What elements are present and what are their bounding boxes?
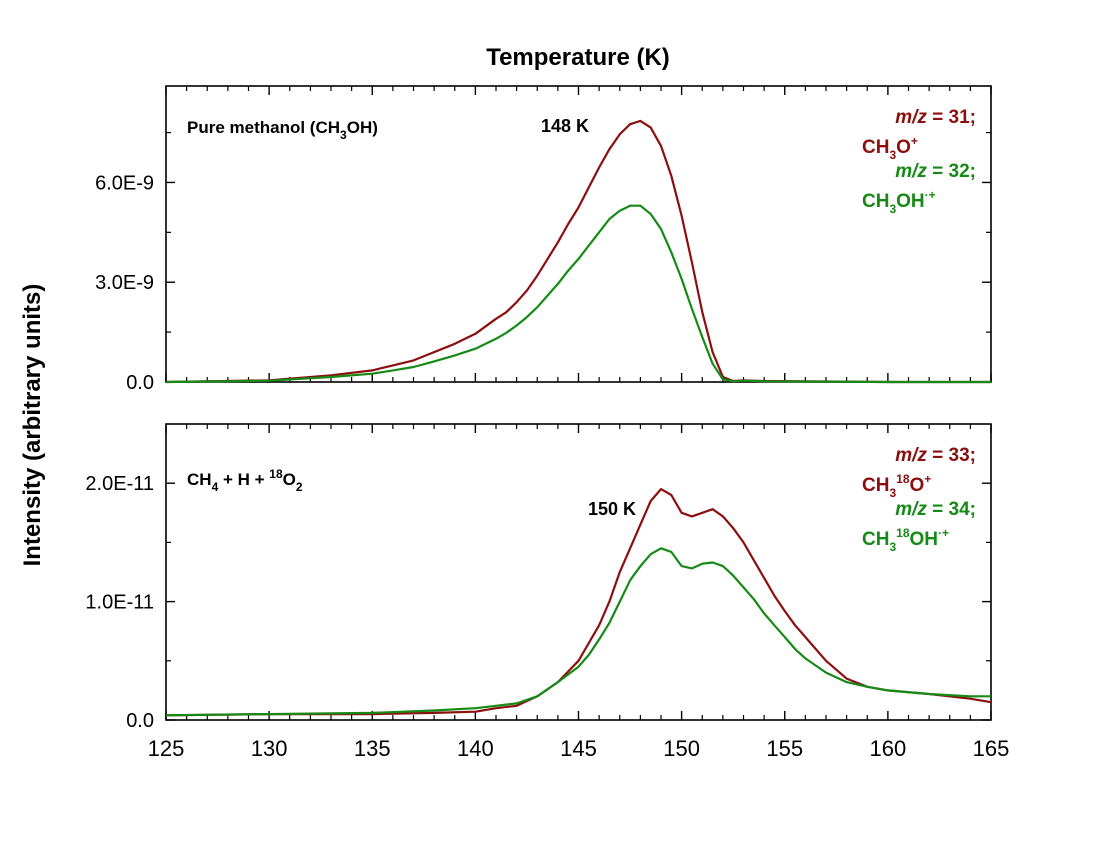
y-axis-title: Intensity (arbitrary units) (19, 284, 46, 567)
legend-ion-label: CH318O+ (862, 472, 931, 500)
series-red-line (165, 119, 991, 384)
y-tick-label: 6.0E-9 (95, 172, 154, 194)
y-tick-label: 0.0 (126, 372, 154, 394)
panel-bottom-y-tick-labels: 0.0 1.0E-11 2.0E-11 (85, 473, 154, 732)
series-green-line (165, 547, 991, 717)
x-tick-label: 150 (663, 736, 700, 761)
panel-top: 0.0 3.0E-9 6.0E-9 Pure methanol (CH3OH) 14… (95, 85, 992, 394)
x-tick-label: 140 (457, 736, 494, 761)
x-tick-label: 160 (870, 736, 907, 761)
x-tick-label: 130 (251, 736, 288, 761)
panel-bottom-frame (165, 423, 992, 721)
panel-bottom-series (165, 488, 992, 717)
legend-ion-label: CH318OH·+ (862, 526, 949, 554)
panel-top-legend: m/z = 31; CH3O+m/z = 32; CH3OH·+ (862, 107, 976, 216)
legend-mz-label: m/z = 32; (895, 161, 976, 182)
series-green-line (165, 204, 991, 384)
x-tick-label: 165 (973, 736, 1010, 761)
panel-bottom-legend: m/z = 33; CH318O+m/z = 34; CH318OH·+ (862, 445, 976, 554)
panel-bottom-x-tick-labels: 125 130 135 140 145 150 155 160 165 (148, 736, 1010, 761)
panel-top-y-tick-labels: 0.0 3.0E-9 6.0E-9 (95, 172, 154, 394)
panel-bottom: 0.01.0E-112.0E-11 125 130 135 140 145 150 155 1… (85, 423, 1010, 761)
panel-bottom-ticks (165, 424, 992, 721)
top-axis-title: Temperature (K) (486, 44, 670, 71)
legend-mz-label: m/z = 33; (895, 445, 976, 466)
panel-top-series (165, 119, 991, 384)
legend-ion-label: CH3OH·+ (862, 188, 936, 216)
x-tick-label: 155 (766, 736, 803, 761)
panel-top-peak-label: 148 K (541, 116, 589, 136)
x-tick-label: 135 (354, 736, 391, 761)
panel-bottom-label: CH4 + H + 18O2 (187, 467, 303, 494)
y-tick-label: 1.0E-11 (85, 592, 154, 614)
panel-bottom-peak-label: 150 K (588, 499, 636, 519)
y-tick-label: 3.0E-9 (95, 272, 154, 294)
y-tick-label: 0.0 (126, 710, 154, 732)
legend-ion-label: CH3O+ (862, 134, 918, 162)
x-tick-label: 125 (148, 736, 185, 761)
series-red-line (165, 488, 992, 717)
panel-top-label: Pure methanol (CH3OH) (187, 118, 378, 142)
y-tick-label: 2.0E-11 (85, 473, 154, 495)
x-tick-label: 145 (560, 736, 597, 761)
legend-mz-label: m/z = 31; (895, 107, 976, 128)
legend-mz-label: m/z = 34; (895, 499, 976, 520)
